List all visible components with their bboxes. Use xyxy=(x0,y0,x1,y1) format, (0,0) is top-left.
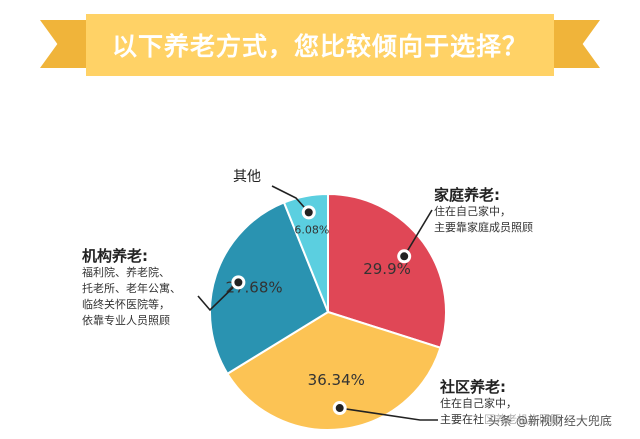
pie-slice-family xyxy=(327,192,447,350)
institution-care-line-3: 临终关怀医院等， xyxy=(82,298,170,311)
leader-dot-center-institution xyxy=(234,278,243,287)
slice-label-family: 29.9% xyxy=(363,260,411,278)
institution-care-line-1: 福利院、养老院、 xyxy=(82,266,170,279)
institution-care-annotation: 机构养老: 福利院、养老院、 托老所、老年公寓、 临终关怀医院等， 依靠专业人员… xyxy=(82,247,181,329)
watermark: 头条 @新视财经大兜底 xyxy=(485,412,615,429)
leader-line-family xyxy=(403,209,433,257)
slice-label-other: 6.08% xyxy=(294,224,329,237)
community-care-line-1: 住在自己家中， xyxy=(440,397,517,410)
institution-care-line-2: 托老所、老年公寓、 xyxy=(82,282,181,295)
pie-slice-other xyxy=(282,192,329,313)
chart-title: 以下养老方式，您比较倾向于选择？ xyxy=(111,32,528,61)
leader-dot-center-community xyxy=(335,404,344,413)
family-care-line-2: 主要靠家庭成员照顾 xyxy=(434,221,533,234)
family-care-annotation: 家庭养老: 住在自己家中， 主要靠家庭成员照顾 xyxy=(434,186,533,236)
pie-slice-institution xyxy=(209,201,330,376)
leader-line-institution xyxy=(197,281,239,312)
family-care-line-1: 住在自己家中， xyxy=(434,205,511,218)
leader-dot-center-other xyxy=(304,208,313,217)
family-care-heading: 家庭养老: xyxy=(434,186,500,204)
slice-label-community: 36.34% xyxy=(308,371,365,389)
institution-care-heading: 机构养老: xyxy=(82,247,148,265)
leader-line-community xyxy=(339,407,438,421)
title-banner: 以下养老方式，您比较倾向于选择？ xyxy=(86,14,554,76)
community-care-heading: 社区养老: xyxy=(440,378,506,396)
leader-dot-center-family xyxy=(400,252,409,261)
other-heading: 其他 xyxy=(233,169,261,185)
other-annotation: 其他 xyxy=(233,168,261,186)
institution-care-line-4: 依靠专业人员照顾 xyxy=(82,314,170,327)
